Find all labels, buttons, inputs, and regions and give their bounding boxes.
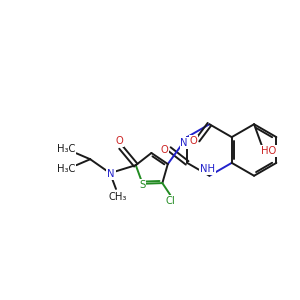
Text: O: O xyxy=(190,136,197,146)
Text: N: N xyxy=(107,169,115,179)
Text: O: O xyxy=(115,136,123,146)
Text: N: N xyxy=(180,138,188,148)
Text: O: O xyxy=(160,145,168,155)
Text: H₃C: H₃C xyxy=(57,144,76,154)
Text: CH₃: CH₃ xyxy=(109,192,127,202)
Text: HO: HO xyxy=(261,146,277,156)
Text: Cl: Cl xyxy=(165,196,175,206)
Text: NH: NH xyxy=(200,164,215,174)
Text: H₃C: H₃C xyxy=(57,164,76,174)
Text: S: S xyxy=(140,180,146,190)
